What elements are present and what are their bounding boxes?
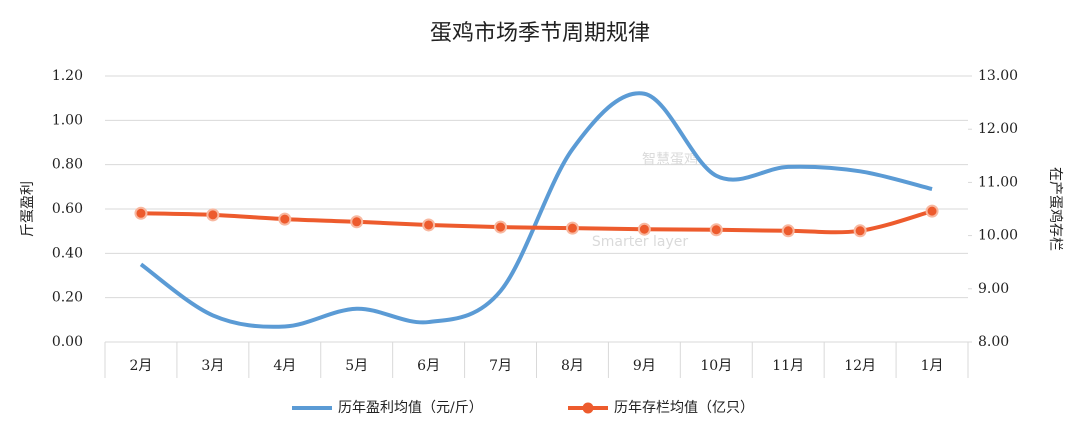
series-marker bbox=[494, 220, 508, 234]
y2-tick-label: 9.00 bbox=[978, 281, 1009, 297]
y-tick-label: 1.00 bbox=[52, 112, 83, 128]
chart-title: 蛋鸡市场季节周期规律 bbox=[430, 21, 650, 46]
x-tick-label: 1月 bbox=[921, 358, 944, 374]
series-line bbox=[139, 91, 933, 329]
x-tick-label: 9月 bbox=[633, 358, 656, 374]
x-tick-label: 7月 bbox=[489, 358, 512, 374]
series-line bbox=[140, 209, 933, 235]
series-marker bbox=[422, 218, 436, 232]
legend-label: 历年盈利均值（元/斤） bbox=[338, 400, 483, 416]
y-tick-label: 0.60 bbox=[52, 201, 83, 217]
series-marker bbox=[853, 224, 867, 238]
x-tick-label: 11月 bbox=[772, 358, 804, 374]
series-marker bbox=[206, 208, 220, 222]
watermark-subtitle: Smarter layer bbox=[592, 234, 689, 250]
x-tick-label: 4月 bbox=[273, 358, 296, 374]
y2-tick-label: 8.00 bbox=[978, 334, 1009, 350]
legend-label: 历年存栏均值（亿只） bbox=[614, 400, 754, 416]
series-marker bbox=[565, 221, 579, 235]
x-tick-label: 8月 bbox=[561, 358, 584, 374]
y-tick-label: 0.80 bbox=[52, 157, 83, 173]
y-tick-label: 1.20 bbox=[52, 68, 83, 84]
x-tick-label: 10月 bbox=[700, 358, 732, 374]
series-marker bbox=[350, 215, 364, 229]
y-axis-title: 斤蛋盈利 bbox=[20, 181, 36, 237]
y2-tick-label: 11.00 bbox=[978, 174, 1018, 190]
y-tick-label: 0.00 bbox=[52, 334, 83, 350]
x-tick-label: 12月 bbox=[844, 358, 876, 374]
watermark: 智慧蛋鸡 bbox=[642, 151, 698, 168]
y2-tick-label: 10.00 bbox=[978, 228, 1018, 244]
series-marker bbox=[709, 223, 723, 237]
series-marker bbox=[637, 222, 651, 236]
series-marker bbox=[925, 204, 939, 218]
x-tick-label: 5月 bbox=[345, 358, 368, 374]
y2-tick-label: 12.00 bbox=[978, 121, 1018, 137]
y2-axis-title: 在产蛋鸡存栏 bbox=[1047, 167, 1064, 251]
y-tick-label: 0.40 bbox=[52, 245, 83, 261]
legend-marker bbox=[582, 402, 594, 414]
series-marker bbox=[134, 206, 148, 220]
x-tick-label: 3月 bbox=[201, 358, 224, 374]
y-tick-label: 0.20 bbox=[52, 290, 83, 306]
x-tick-label: 6月 bbox=[417, 358, 440, 374]
series-marker bbox=[781, 224, 795, 238]
y2-tick-label: 13.00 bbox=[978, 68, 1018, 84]
series-marker bbox=[278, 212, 292, 226]
x-tick-label: 2月 bbox=[129, 358, 152, 374]
